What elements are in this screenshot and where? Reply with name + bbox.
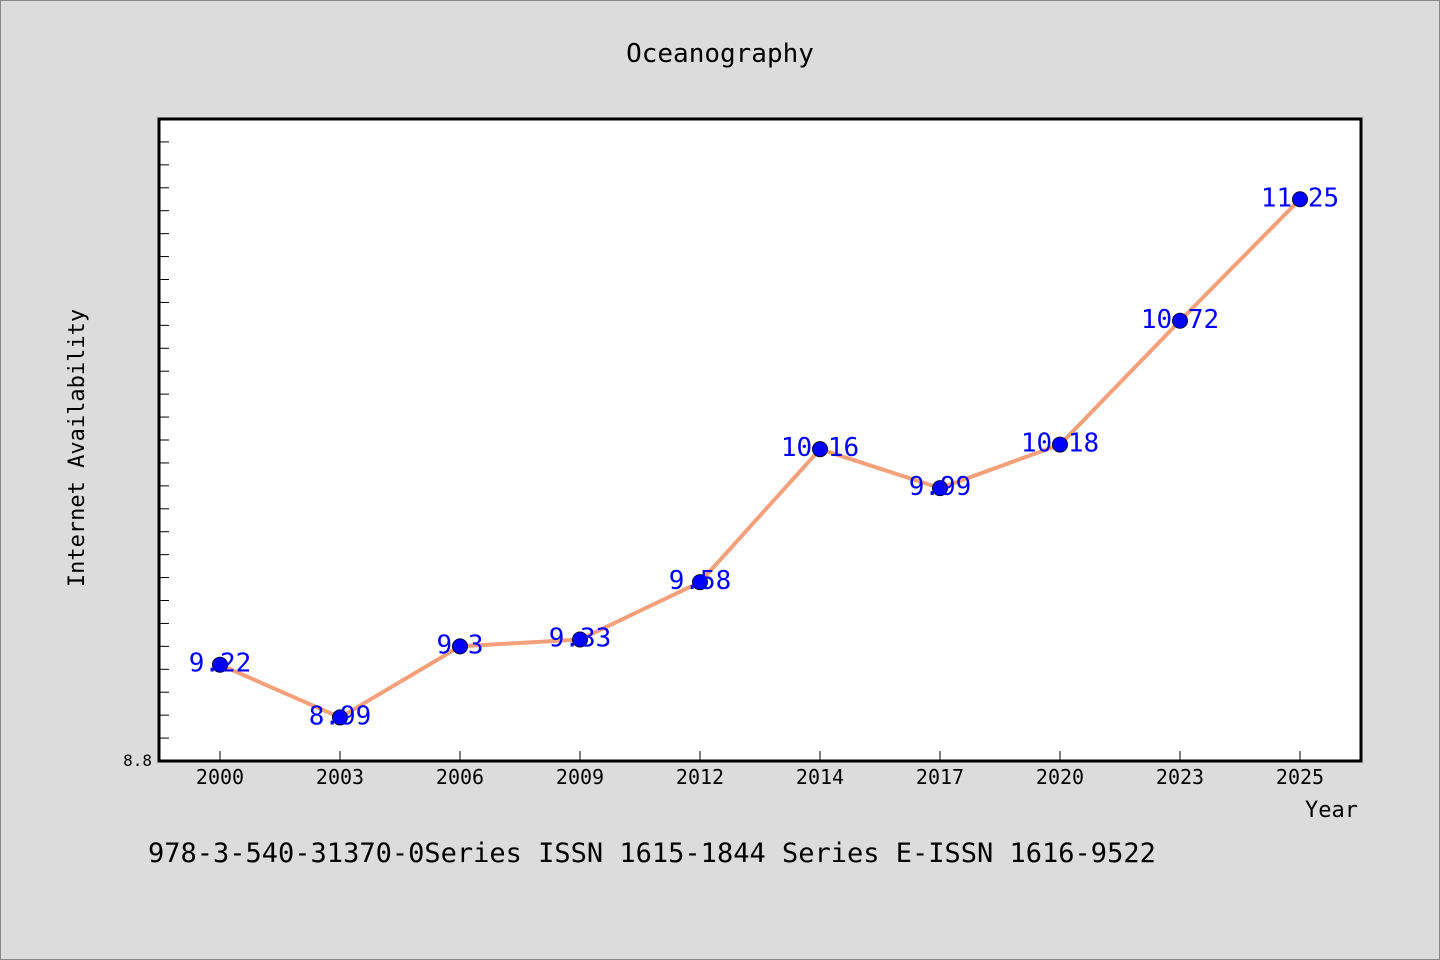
series-markers xyxy=(212,191,1308,726)
data-label: 11.25 xyxy=(1261,183,1339,213)
data-point xyxy=(572,631,588,648)
data-label: 9.33 xyxy=(549,623,612,653)
x-axis-label: Year xyxy=(1305,798,1358,823)
data-point xyxy=(452,638,468,655)
footer-isbn-issn: 978-3-540-31370-0Series ISSN 1615-1844 S… xyxy=(148,838,1156,869)
x-tick-label: 2017 xyxy=(916,765,964,789)
x-tick-label: 2025 xyxy=(1276,765,1324,789)
y-axis-label: Internet Availability xyxy=(65,309,90,587)
x-tick-label: 2009 xyxy=(556,765,604,789)
data-point xyxy=(812,441,828,458)
x-tick-label: 2020 xyxy=(1036,765,1084,789)
series-line xyxy=(219,197,1302,720)
data-label: 9.3 xyxy=(437,630,484,660)
data-label: 8.99 xyxy=(309,701,372,731)
x-tick-label: 2023 xyxy=(1156,765,1204,789)
x-tick-label: 2006 xyxy=(436,765,484,789)
data-label: 9.99 xyxy=(909,472,972,502)
data-label: 9.22 xyxy=(189,649,252,679)
data-point xyxy=(212,656,228,673)
chart-title: Oceanography xyxy=(626,39,814,69)
y-axis-ticks xyxy=(159,141,169,762)
data-label: 9.58 xyxy=(669,566,732,596)
x-tick-label: 2012 xyxy=(676,765,724,789)
data-label: 10.18 xyxy=(1021,429,1099,459)
x-tick-label: 2000 xyxy=(196,765,244,789)
y-tick-label-min: 8.8 xyxy=(123,751,152,770)
data-label: 10.72 xyxy=(1141,305,1219,335)
data-labels: 9.22 8.99 9.3 9.33 9.58 10.16 9.99 10.18 10.72 11… xyxy=(189,183,1339,731)
x-tick-label: 2003 xyxy=(316,765,364,789)
data-point xyxy=(332,709,348,726)
data-point xyxy=(932,480,948,497)
x-axis-ticks xyxy=(219,751,1301,761)
x-tick-labels: 2000 2003 2006 2009 2012 2014 2017 2020 2023 2025 xyxy=(196,765,1324,789)
plot-area xyxy=(157,117,1363,763)
data-point xyxy=(1052,436,1068,453)
data-point xyxy=(1292,191,1308,208)
data-point xyxy=(1172,312,1188,329)
x-tick-label: 2014 xyxy=(796,765,844,789)
data-point xyxy=(692,574,708,591)
data-label: 10.16 xyxy=(781,433,859,463)
